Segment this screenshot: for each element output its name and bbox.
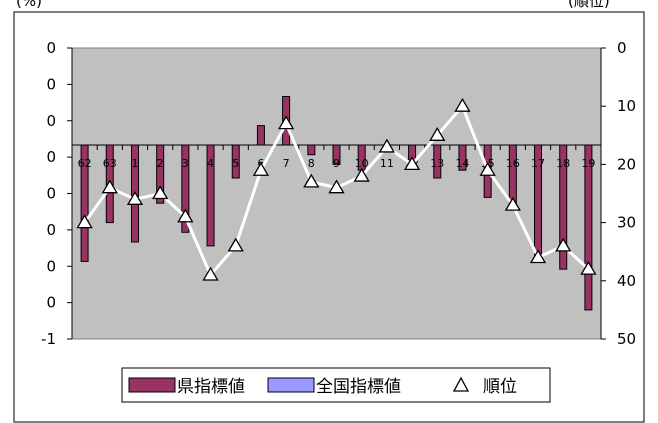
left-tick-label: -1	[41, 330, 56, 348]
legend-marker-rank	[452, 376, 470, 392]
left-tick-label: 0	[46, 75, 56, 93]
left-tick-label: 0	[46, 221, 56, 239]
bar	[307, 144, 316, 156]
category-label: 18	[556, 157, 570, 170]
plot-area	[71, 47, 602, 340]
rank-marker	[101, 179, 118, 194]
rank-marker	[479, 161, 496, 176]
legend-label-rank: 順位	[483, 377, 517, 397]
rank-markers	[76, 97, 597, 281]
legend-box	[121, 367, 551, 403]
category-label: 3	[182, 157, 189, 170]
rank-marker	[227, 237, 244, 252]
bar	[256, 125, 265, 146]
right-tick-label: 20	[617, 155, 636, 173]
rank-marker	[152, 185, 169, 200]
right-tick-label: 30	[617, 214, 636, 232]
rank-marker	[580, 260, 597, 275]
legend-label-national: 全国指標値	[316, 377, 401, 397]
bar	[508, 144, 517, 206]
right-tick-label: 50	[617, 330, 636, 348]
left-axis-unit: (%)	[16, 0, 42, 10]
rank-marker	[177, 208, 194, 223]
left-axis: 0 0 0 0 0 0 0 0 -1	[41, 39, 73, 348]
category-label: 5	[232, 157, 239, 170]
right-axis-unit: (順位)	[568, 0, 610, 10]
category-label: 16	[506, 157, 520, 170]
category-label: 7	[283, 157, 290, 170]
right-tick-label: 10	[617, 97, 636, 115]
left-tick-label: 0	[46, 257, 56, 275]
legend: 県指標値 全国指標値 順位	[121, 367, 551, 403]
rank-marker	[353, 167, 370, 182]
category-label: 13	[430, 157, 444, 170]
rank-marker	[303, 173, 320, 188]
category-label: 63	[103, 157, 117, 170]
rank-marker	[429, 127, 446, 141]
rank-marker	[403, 156, 421, 171]
rank-marker	[328, 179, 345, 194]
legend-swatch-national	[267, 377, 315, 393]
right-tick-label: 0	[617, 39, 627, 57]
category-label: 1	[131, 157, 138, 170]
category-label: 62	[78, 157, 92, 170]
category-label: 8	[308, 157, 315, 170]
rank-marker	[202, 266, 219, 281]
rank-marker	[555, 237, 572, 252]
rank-marker	[277, 115, 295, 130]
rank-marker	[378, 138, 396, 153]
category-label: 17	[531, 157, 545, 170]
legend-label-prefecture: 県指標値	[177, 377, 245, 397]
left-tick-label: 0	[46, 185, 56, 203]
category-label: 9	[333, 157, 340, 170]
category-label: 14	[455, 157, 469, 170]
category-label: 19	[581, 157, 595, 170]
rank-marker	[76, 214, 93, 229]
legend-swatch-prefecture	[128, 377, 176, 393]
category-label: 10	[355, 157, 369, 170]
right-tick-label: 40	[617, 272, 636, 290]
left-tick-label: 0	[46, 294, 56, 312]
left-tick-label: 0	[46, 148, 56, 166]
left-tick-label: 0	[46, 39, 56, 57]
right-axis: 0 10 20 30 40 50	[600, 39, 636, 348]
category-label: 4	[207, 157, 214, 170]
rank-marker	[252, 161, 270, 176]
category-label: 2	[157, 157, 164, 170]
category-label: 11	[380, 157, 394, 170]
rank-marker	[529, 249, 547, 264]
rank-marker	[504, 196, 521, 211]
rank-marker	[126, 191, 144, 205]
left-tick-label: 0	[46, 112, 56, 130]
rank-marker	[454, 97, 471, 112]
